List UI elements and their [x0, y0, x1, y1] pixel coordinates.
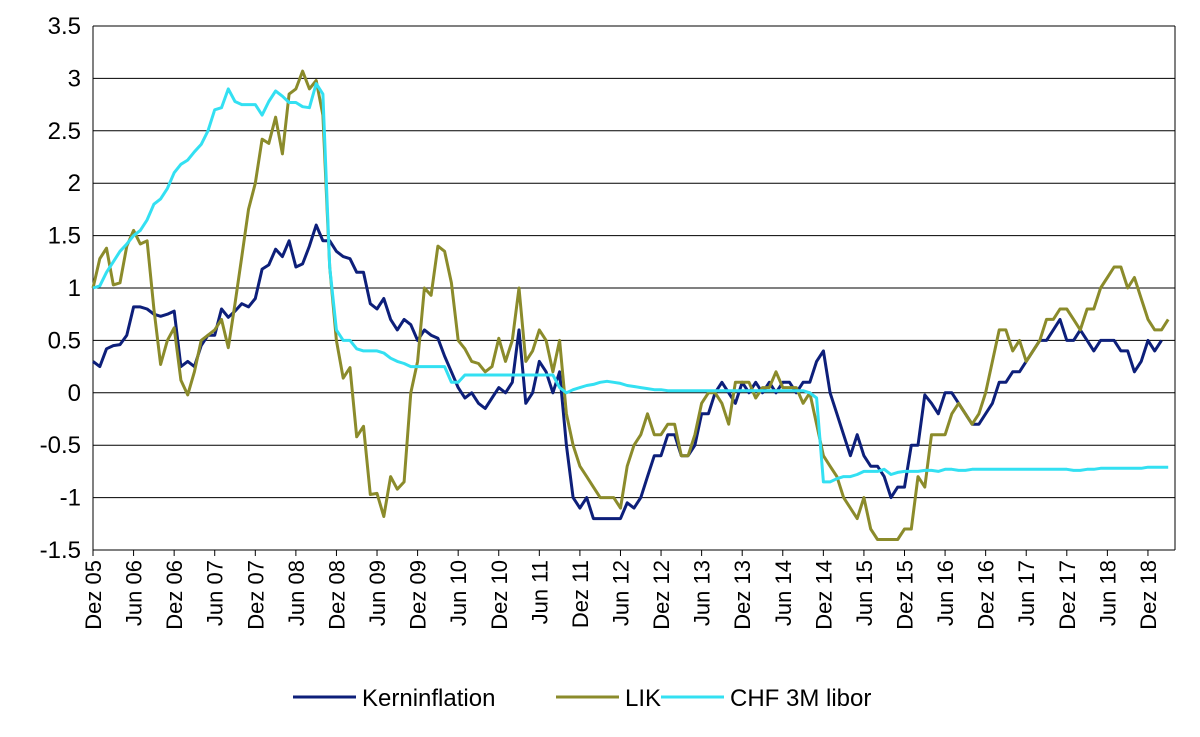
y-tick-label: 3	[68, 65, 81, 92]
x-tick-label: Dez 18	[1136, 560, 1161, 630]
x-tick-label: Jun 12	[608, 560, 633, 626]
legend-label: CHF 3M libor	[730, 685, 871, 712]
x-tick-label: Jun 13	[690, 560, 715, 626]
x-tick-label: Dez 13	[730, 560, 755, 630]
x-tick-label: Dez 05	[81, 560, 106, 630]
y-tick-label: -0.5	[40, 432, 81, 459]
y-tick-label: -1	[60, 485, 81, 512]
x-tick-label: Dez 08	[324, 560, 349, 630]
y-tick-label: 3.5	[48, 13, 81, 40]
series-lines	[91, 69, 1170, 541]
grid-lines	[92, 25, 1176, 556]
x-tick-label: Jun 17	[1014, 560, 1039, 626]
x-tick-label: Dez 17	[1055, 560, 1080, 630]
series-line-lik	[91, 69, 1170, 541]
x-tick-label: Jun 16	[933, 560, 958, 626]
y-tick-label: 2.5	[48, 118, 81, 145]
y-tick-label: 2	[68, 170, 81, 197]
x-tick-label: Jun 07	[203, 560, 228, 626]
x-tick-label: Jun 15	[852, 560, 877, 626]
y-tick-label: 1.5	[48, 223, 81, 250]
x-tick-label: Dez 12	[649, 560, 674, 630]
y-tick-label: 1	[68, 275, 81, 302]
x-tick-label: Jun 11	[527, 560, 552, 624]
x-tick-label: Dez 07	[243, 560, 268, 630]
x-tick-label: Dez 11	[568, 560, 593, 628]
x-tick-label: Dez 10	[487, 560, 512, 630]
x-tick-label: Dez 15	[893, 560, 918, 630]
x-tick-label: Dez 14	[811, 560, 836, 630]
x-tick-label: Jun 14	[771, 560, 796, 626]
series-line-chf-3m-libor	[92, 82, 1169, 484]
y-tick-label: -1.5	[40, 537, 81, 564]
legend: Kerninflation LIK CHF 3M libor	[293, 685, 871, 712]
x-tick-label: Dez 16	[974, 560, 999, 630]
y-axis-tick-labels: -1.5 -1 -0.5 0 0.5 1 1.5 2 2.5 3 3.5	[40, 13, 81, 564]
x-tick-label: Jun 08	[284, 560, 309, 626]
x-tick-label: Dez 06	[162, 560, 187, 630]
x-tick-label: Jun 18	[1095, 560, 1120, 626]
y-tick-label: 0.5	[48, 327, 81, 354]
x-tick-label: Jun 10	[446, 560, 471, 626]
series-line-kerninflation	[92, 223, 1163, 521]
x-tick-label: Dez 09	[406, 560, 431, 630]
y-tick-label: 0	[68, 380, 81, 407]
x-tick-label: Jun 06	[122, 560, 147, 626]
x-tick-label: Jun 09	[365, 560, 390, 626]
legend-label: Kerninflation	[362, 685, 495, 712]
x-axis-tick-labels: Dez 05 Jun 06 Dez 06 Jun 07 Dez 07 Jun 08 Dez …	[81, 560, 1161, 630]
legend-label: LIK	[625, 685, 661, 712]
